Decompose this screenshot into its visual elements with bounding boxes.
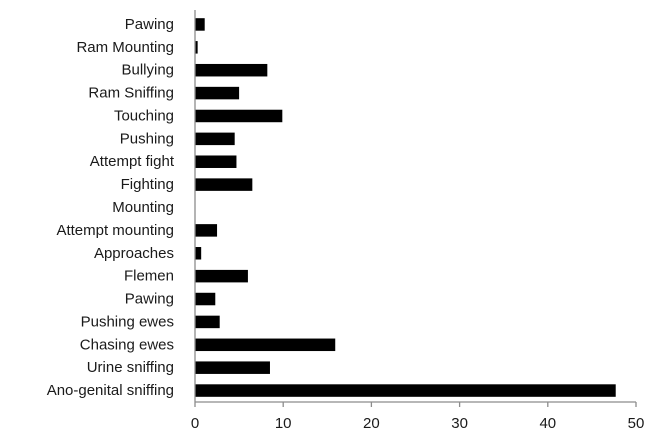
bar-9 xyxy=(195,224,218,237)
category-label-4: Touching xyxy=(114,107,174,124)
category-labels: Pawing Ram Mounting Bullying Ram Sniffing To… xyxy=(47,16,175,399)
category-label-7: Fighting xyxy=(121,176,174,193)
x-tick-label-5: 50 xyxy=(628,415,645,432)
category-label-2: Bullying xyxy=(121,62,174,79)
bar-11 xyxy=(195,269,248,283)
bar-0 xyxy=(195,18,205,31)
category-label-1: Ram Mounting xyxy=(76,39,174,56)
category-label-12: Pawing xyxy=(125,291,174,308)
bar-5 xyxy=(195,132,235,146)
bar-15 xyxy=(195,361,270,374)
bar-12 xyxy=(195,292,216,306)
category-label-5: Pushing xyxy=(120,130,174,147)
category-label-9: Attempt mounting xyxy=(56,222,174,239)
bar-16 xyxy=(195,384,616,397)
bar-14 xyxy=(195,338,336,352)
bar-2 xyxy=(195,63,268,77)
x-axis-ticks: 0 10 20 30 40 50 xyxy=(191,402,645,432)
category-label-6: Attempt fight xyxy=(90,153,175,170)
category-label-10: Approaches xyxy=(94,245,174,262)
x-tick-label-2: 20 xyxy=(363,415,380,432)
bar-7 xyxy=(195,178,253,191)
bar-10 xyxy=(195,247,202,260)
bar-4 xyxy=(195,109,283,123)
bar-13 xyxy=(195,315,220,329)
bar-1 xyxy=(195,41,198,54)
category-label-13: Pushing ewes xyxy=(81,313,174,330)
category-label-11: Flemen xyxy=(124,268,174,285)
category-label-15: Urine sniffing xyxy=(87,359,174,376)
bar-6 xyxy=(195,155,237,168)
x-tick-label-1: 10 xyxy=(275,415,292,432)
x-tick-label-0: 0 xyxy=(191,415,199,432)
bar-3 xyxy=(195,86,240,100)
category-label-8: Mounting xyxy=(112,199,174,216)
category-label-14: Chasing ewes xyxy=(80,336,174,353)
x-tick-label-3: 30 xyxy=(451,415,468,432)
category-label-3: Ram Sniffing xyxy=(88,85,174,102)
category-label-0: Pawing xyxy=(125,16,174,33)
category-label-16: Ano-genital sniffing xyxy=(47,382,174,399)
bars-group xyxy=(195,18,616,397)
x-tick-label-4: 40 xyxy=(539,415,556,432)
